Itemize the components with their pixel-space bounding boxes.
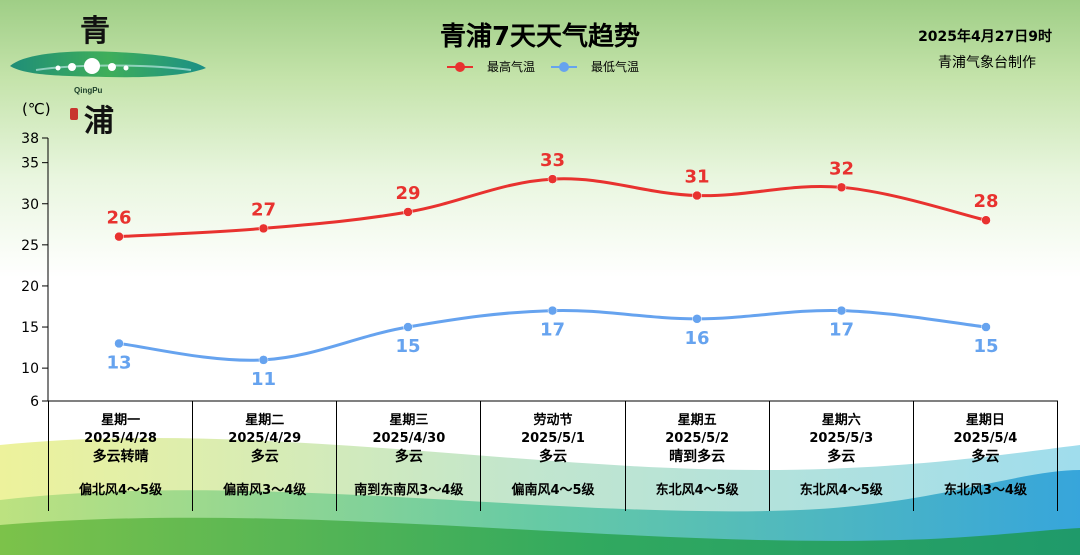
data-point-low: [258, 355, 269, 365]
data-label-low: 13: [106, 352, 131, 373]
data-label-low: 15: [395, 336, 420, 357]
day-weather: 多云: [971, 449, 1000, 465]
data-label-high: 32: [829, 158, 854, 179]
day-column: 星期三 2025/4/30 多云南到东南风3～4级: [336, 401, 480, 511]
day-weather: 多云: [538, 449, 567, 465]
data-label-low: 16: [684, 328, 709, 349]
y-tick-label: 6: [30, 394, 39, 410]
data-point-low: [114, 338, 124, 349]
day-wind: 东北风4～5级: [655, 483, 739, 498]
day-column: 星期日 2025/5/4 多云东北风3～4级: [912, 401, 1058, 511]
data-label-high: 26: [106, 208, 131, 229]
day-column: 星期六 2025/5/3 多云东北风4～5级: [768, 401, 913, 511]
chart-title: 青浦7天天气趋势: [439, 22, 641, 52]
day-wind: 偏北风4～5级: [79, 483, 163, 498]
issue-time: 2025年4月27日9时: [918, 29, 1052, 45]
day-wind: 偏南风4～5级: [511, 483, 595, 498]
day-name: 星期日: [965, 413, 1005, 428]
data-point-low: [692, 314, 702, 324]
day-name: 星期六: [821, 413, 861, 428]
y-tick-label: 25: [21, 238, 39, 254]
y-tick-label: 35: [21, 156, 39, 172]
logo-char-bottom: 浦: [84, 104, 114, 139]
data-label-low: 15: [973, 336, 998, 357]
data-label-high: 31: [684, 167, 709, 188]
data-point-low: [547, 305, 558, 316]
y-tick-label: 30: [21, 197, 39, 213]
y-tick-label: 15: [21, 320, 39, 336]
day-name: 星期五: [677, 413, 717, 428]
day-column: 劳动节 2025/5/1 多云偏南风4～5级: [480, 401, 624, 511]
data-point-low: [403, 322, 413, 332]
data-label-high: 33: [540, 150, 565, 171]
data-label-low: 17: [829, 320, 854, 341]
day-date: 2025/4/30: [372, 431, 446, 446]
data-point-high: [403, 207, 413, 217]
legend-swatch-high: [447, 61, 473, 73]
legend-item-low: 最低气温: [551, 58, 639, 75]
data-point-high: [981, 215, 991, 225]
data-point-high: [114, 231, 124, 242]
day-date: 2025/5/1: [521, 431, 585, 446]
day-wind: 东北风4～5级: [799, 483, 883, 498]
issuer-label: 青浦气象台制作: [938, 55, 1036, 71]
logo-brush-stroke-icon: [10, 51, 206, 78]
day-date: 2025/5/2: [665, 431, 730, 446]
day-weather: 多云: [394, 449, 423, 465]
data-label-low: 17: [540, 320, 565, 341]
logo-latin-text: QingPu: [74, 86, 103, 95]
legend-label-high: 最高气温: [487, 60, 536, 74]
qingpu-logo: 青 QingPu 浦: [6, 4, 216, 139]
day-name: 星期二: [245, 413, 285, 428]
day-weather: 晴到多云: [669, 449, 726, 465]
day-column: 星期一 2025/4/28 多云转晴偏北风4～5级: [48, 401, 192, 511]
day-forecast-table: 星期一 2025/4/28 多云转晴偏北风4～5级 星期二 2025/4/29 多云偏南风…: [48, 401, 1058, 511]
y-tick-label: 20: [21, 279, 39, 295]
day-wind: 偏南风3～4级: [223, 483, 307, 498]
day-name: 星期一: [101, 413, 141, 428]
data-point-high: [692, 190, 702, 201]
data-point-high: [836, 182, 847, 193]
wave-green: [0, 517, 1080, 555]
day-column: 星期五 2025/5/2 晴到多云东北风4～5级: [624, 401, 769, 511]
day-date: 2025/4/28: [84, 431, 157, 446]
data-label-high: 28: [973, 191, 998, 212]
series-line-high: [117, 177, 988, 239]
logo-seal-icon: [70, 108, 78, 120]
data-label-low: 11: [251, 369, 276, 390]
legend-label-low: 最低气温: [591, 60, 640, 74]
data-point-low: [981, 322, 991, 332]
day-date: 2025/5/4: [953, 431, 1018, 446]
legend-item-high: 最高气温: [447, 58, 535, 75]
day-date: 2025/4/29: [228, 431, 302, 446]
y-tick-label: 10: [21, 361, 39, 377]
day-wind: 南到东南风3～4级: [354, 483, 464, 498]
day-weather: 多云: [827, 449, 856, 465]
data-label-high: 27: [251, 199, 276, 220]
legend-swatch-low: [551, 61, 578, 73]
y-tick-label: 38: [21, 131, 39, 147]
data-point-low: [836, 305, 847, 316]
logo-char-top: 青: [80, 14, 110, 49]
day-weather: 多云转晴: [92, 449, 149, 465]
day-weather: 多云: [250, 449, 279, 465]
data-point-high: [258, 223, 269, 234]
day-wind: 东北风3～4级: [943, 483, 1027, 498]
day-name: 劳动节: [533, 413, 573, 428]
day-date: 2025/5/3: [809, 431, 874, 446]
data-point-high: [547, 174, 558, 184]
day-name: 星期三: [389, 413, 429, 428]
chart-legend: 最高气温 最低气温: [447, 58, 655, 75]
day-column: 星期二 2025/4/29 多云偏南风3～4级: [192, 401, 336, 511]
y-axis-unit-label: (℃): [22, 100, 51, 118]
data-label-high: 29: [395, 183, 420, 204]
